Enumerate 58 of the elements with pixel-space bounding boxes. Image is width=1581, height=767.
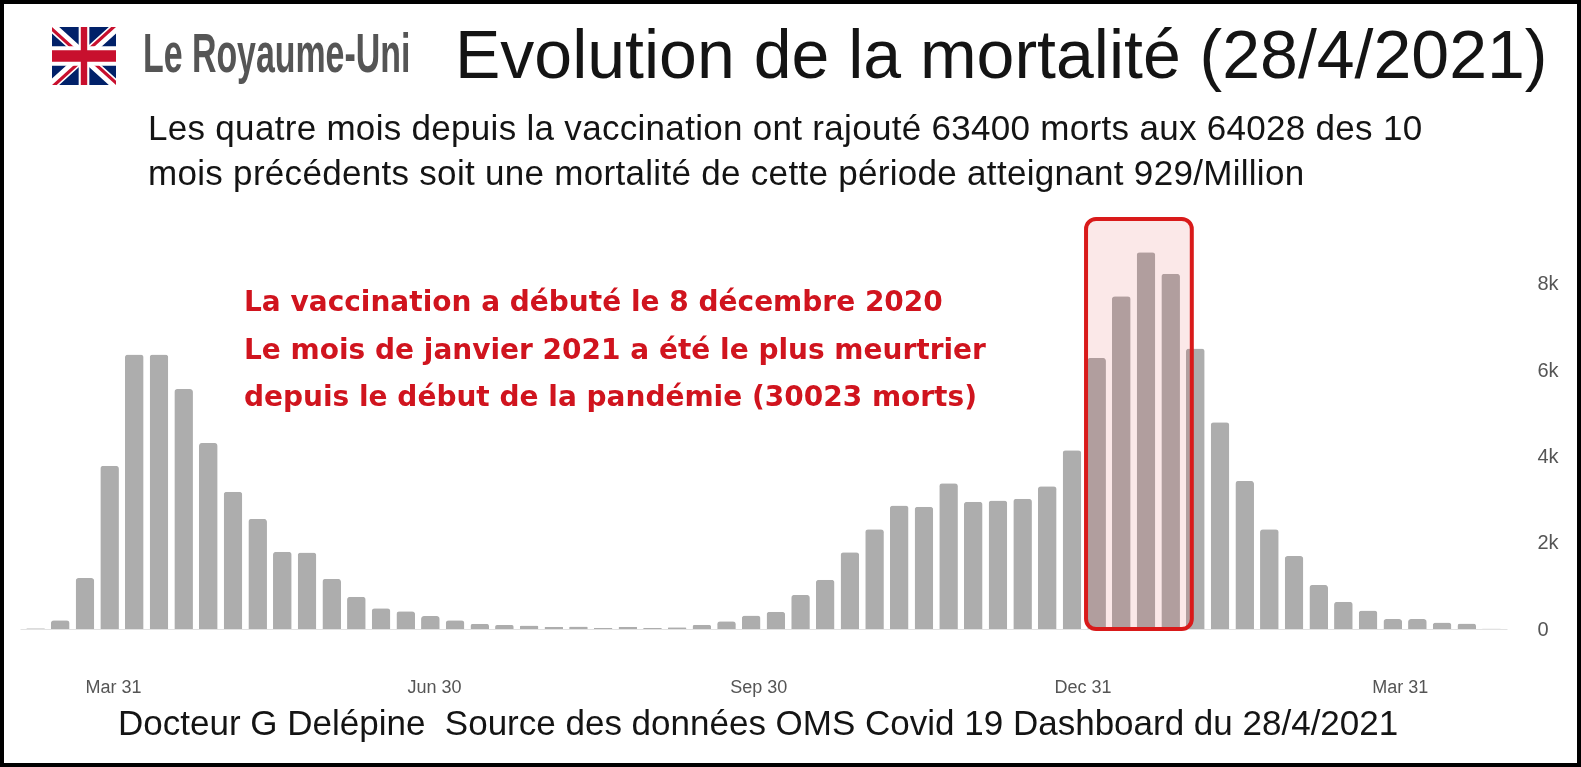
- bar: [124, 354, 144, 629]
- x-tick-label: Sep 30: [730, 676, 788, 697]
- bar: [889, 505, 909, 629]
- bar: [1161, 273, 1180, 629]
- bar: [741, 615, 761, 629]
- bar: [1235, 480, 1254, 629]
- text: Docteur G Delépine Source des données OMS Covid 19 Dashboard du 28/4/2021: [118, 702, 1399, 744]
- bar: [1087, 357, 1106, 629]
- y-tick-label: 4k: [1537, 444, 1560, 467]
- bar: [174, 389, 193, 629]
- bar: [297, 552, 317, 629]
- bar: [273, 551, 292, 629]
- bar: [766, 611, 786, 629]
- y-tick-label: 8k: [1537, 272, 1560, 295]
- bar: [1037, 486, 1057, 629]
- bar: [347, 596, 366, 629]
- text: Le Royaume-Uni: [143, 21, 411, 84]
- bar: [1309, 584, 1329, 629]
- x-tick-label: Jun 30: [407, 676, 462, 697]
- bar: [396, 611, 416, 629]
- bar: [815, 579, 835, 629]
- bar: [1284, 556, 1304, 629]
- bar: [988, 500, 1008, 629]
- bar: [1260, 529, 1279, 629]
- y-tick-label: 2k: [1537, 531, 1560, 554]
- bar: [75, 578, 95, 629]
- bar: [1210, 422, 1230, 629]
- bar: [248, 518, 267, 629]
- bar: [149, 354, 169, 629]
- bar: [198, 442, 218, 629]
- annotation: La vaccination a débuté le 8 décembre 2020 Le mois de janvier 2021 a été le plus meurtrier depuis le début de la pandémie (30023 morts): [244, 284, 986, 415]
- bar: [1334, 601, 1353, 629]
- x-tick-label: Mar 31: [85, 676, 142, 697]
- bar: [840, 552, 860, 629]
- bar: [421, 616, 440, 629]
- bar: [223, 491, 243, 629]
- bar: [495, 625, 514, 629]
- x-tick-label: Dec 31: [1054, 676, 1112, 697]
- chart-subtitle: Les quatre mois depuis la vaccination ont rajouté 63400 morts aux 64028 des 10 mois précédents soit une mortalité de cette période atteignant 929/Million: [148, 107, 1423, 194]
- bar: [939, 483, 958, 629]
- bar: [371, 608, 391, 629]
- y-tick-label: 0: [1537, 617, 1549, 640]
- bar: [1062, 450, 1082, 629]
- bar: [865, 529, 884, 629]
- bar: [1013, 498, 1032, 629]
- chart-title: Evolution de la mortalité (28/4/2021): [455, 16, 1548, 92]
- bar: [1358, 610, 1378, 629]
- bar: [1408, 619, 1427, 629]
- bar: [1383, 619, 1403, 629]
- bar: [791, 594, 810, 629]
- bar: [963, 501, 983, 629]
- bar: [914, 506, 934, 629]
- bar: [322, 578, 341, 629]
- bar: [100, 465, 119, 629]
- x-tick-label: Mar 31: [1372, 676, 1429, 697]
- y-tick-label: 6k: [1537, 358, 1560, 381]
- bar: [1136, 252, 1156, 629]
- bar: [1111, 296, 1131, 629]
